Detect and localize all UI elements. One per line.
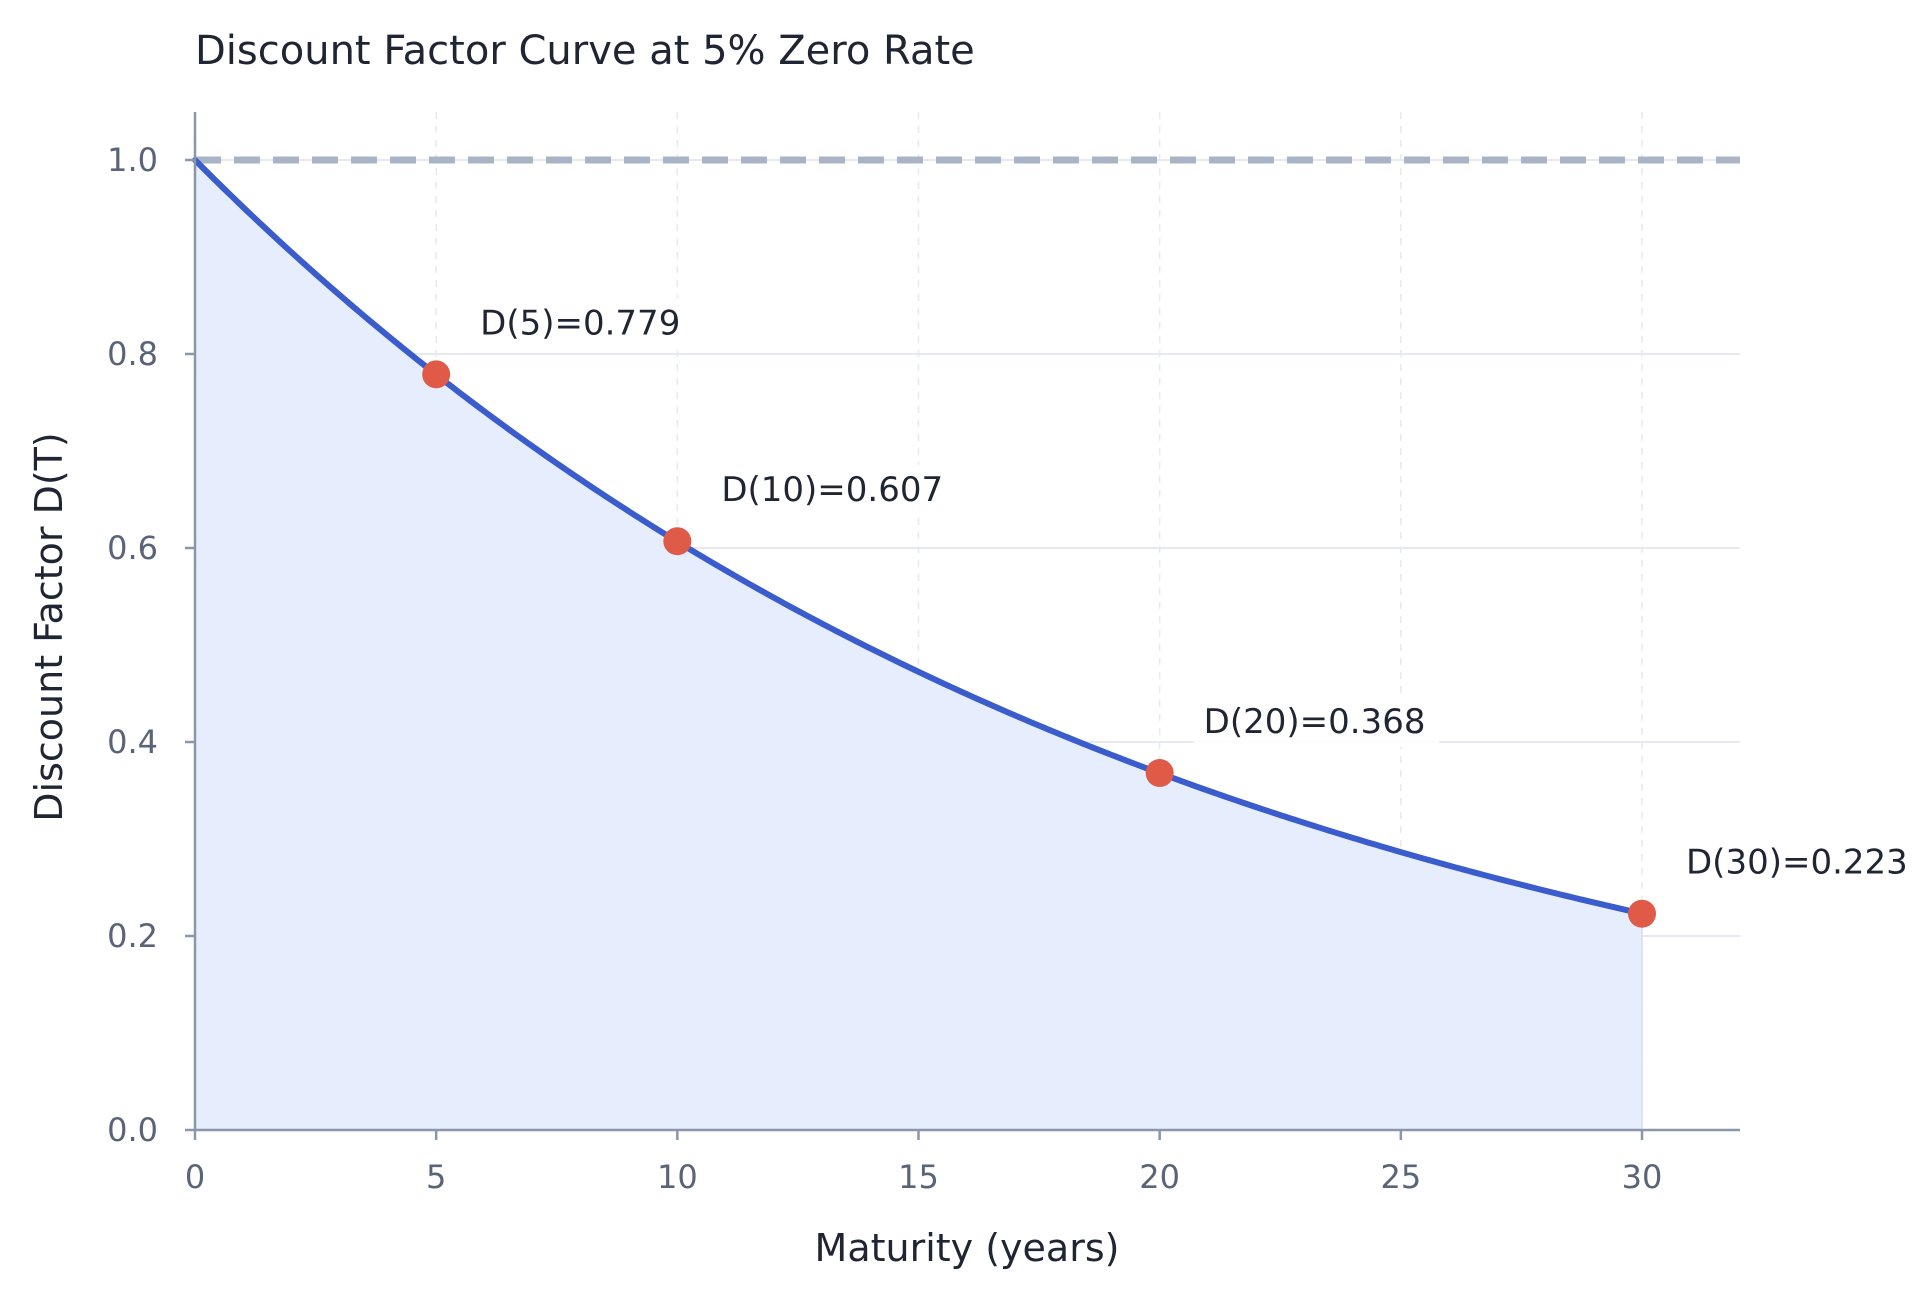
x-tick-label-3: 15 [898, 1158, 939, 1196]
annotation-box-2 [1193, 697, 1440, 748]
y-tick-label-2: 0.4 [107, 723, 158, 761]
annotation-box-0 [470, 298, 696, 349]
x-tick-label-0: 0 [185, 1158, 205, 1196]
x-tick-label-2: 10 [657, 1158, 698, 1196]
y-axis-label: Discount Factor D(T) [27, 432, 71, 821]
annotation-label-0: D(5)=0.779 [480, 303, 680, 343]
chart-title: Discount Factor Curve at 5% Zero Rate [195, 28, 975, 74]
x-tick-label-6: 30 [1622, 1158, 1663, 1196]
annotation-label-1: D(10)=0.607 [721, 470, 943, 510]
annotation-label-2: D(20)=0.368 [1204, 702, 1426, 742]
x-axis-label: Maturity (years) [815, 1226, 1120, 1270]
x-tick-label-5: 25 [1380, 1158, 1421, 1196]
y-tick-label-4: 0.8 [107, 335, 158, 373]
x-tick-label-1: 5 [426, 1158, 446, 1196]
annotation-label-3: D(30)=0.223 [1686, 843, 1908, 883]
y-tick-label-5: 1.0 [107, 141, 158, 179]
highlight-point-3 [1628, 899, 1656, 928]
highlight-point-2 [1145, 759, 1174, 788]
x-tick-label-4: 20 [1139, 1158, 1180, 1196]
area-fill [195, 160, 1642, 1130]
annotation-box-1 [711, 465, 957, 516]
annotation-box-3 [1676, 837, 1920, 888]
highlight-point-1 [663, 527, 692, 556]
y-tick-label-3: 0.6 [107, 529, 158, 567]
highlight-point-0 [422, 360, 451, 389]
y-tick-label-0: 0.0 [107, 1111, 158, 1149]
plot-area: 0.0 0.2 0.4 0.6 0.8 1.0 0 5 10 15 20 25 30 D(5)=0.779… [107, 112, 1920, 1196]
y-tick-label-1: 0.2 [107, 917, 158, 955]
